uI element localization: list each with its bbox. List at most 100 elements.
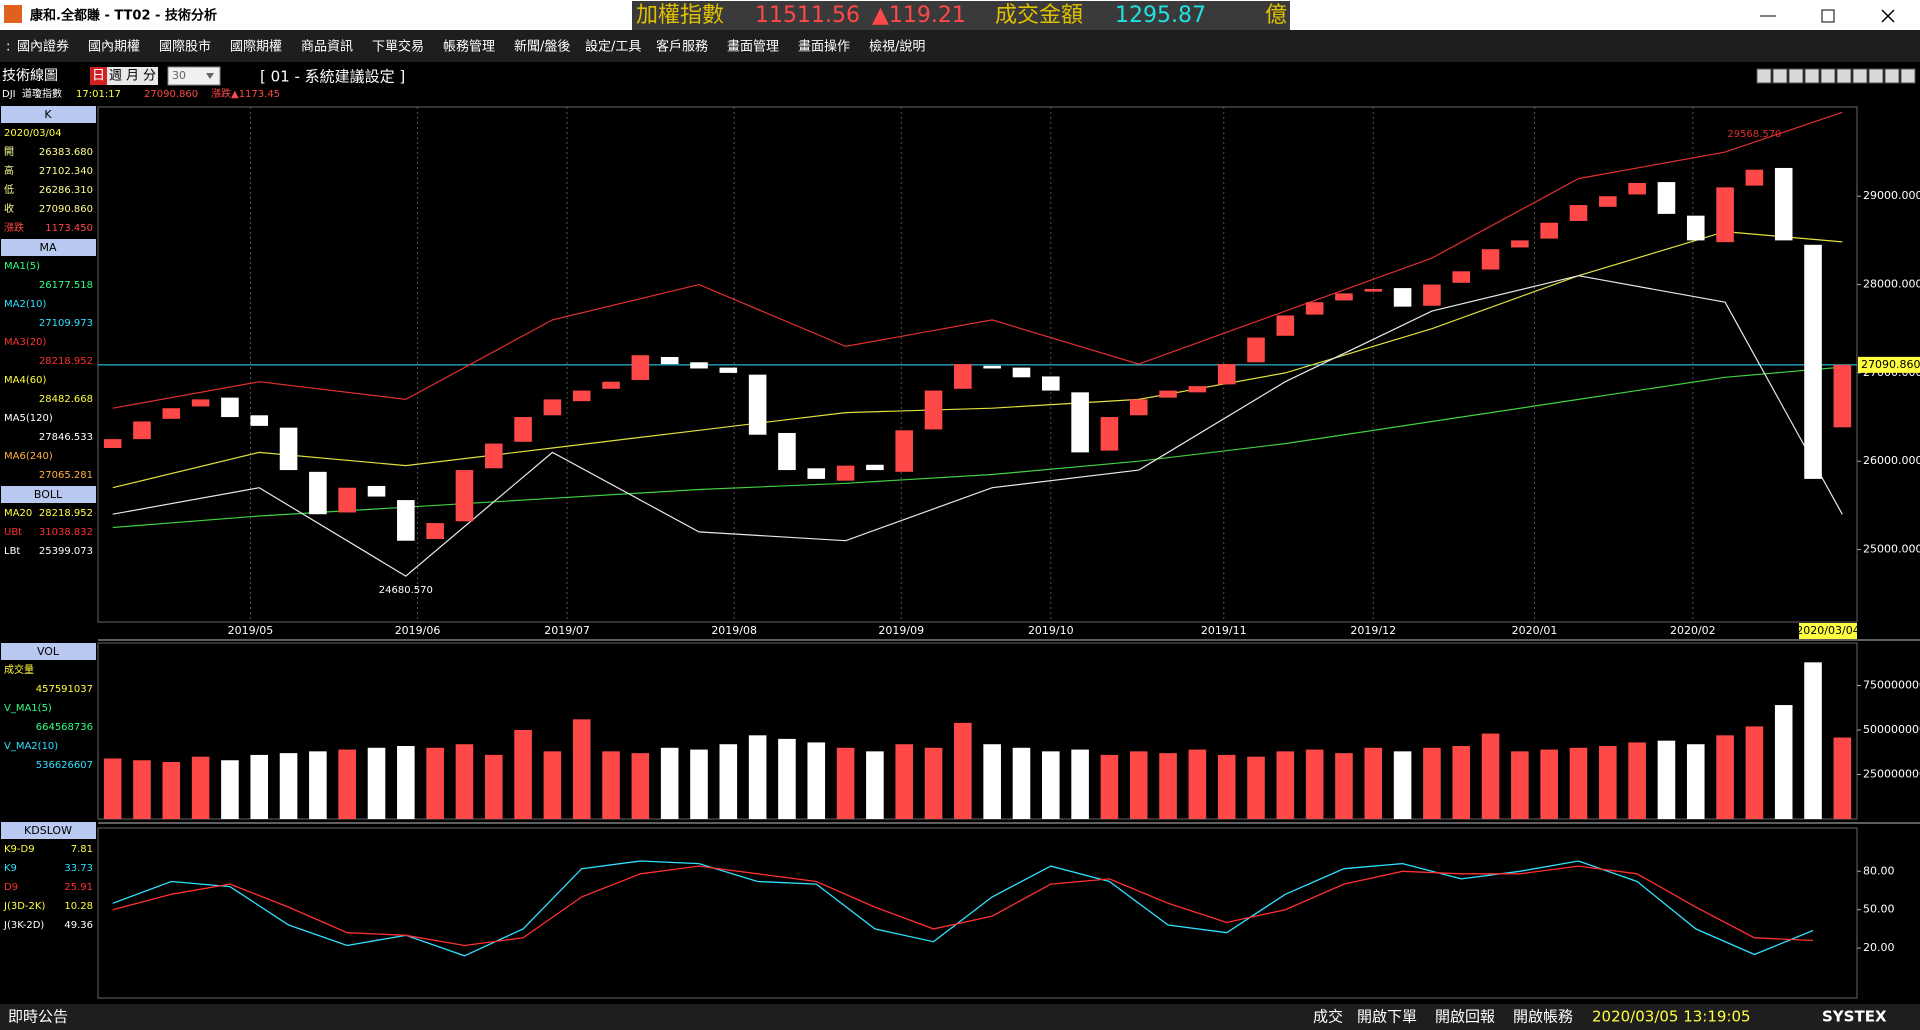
- menu-item[interactable]: 客戶服務: [656, 39, 708, 55]
- info-time: 17:01:17: [76, 89, 121, 100]
- status-item[interactable]: 開啟帳務: [1513, 1008, 1573, 1026]
- candle: [1335, 293, 1353, 301]
- candle: [572, 390, 591, 402]
- period-button: [124, 67, 141, 85]
- volume-bar: [1833, 737, 1852, 819]
- tool-icon[interactable]: [1852, 68, 1868, 84]
- volume-bar: [954, 722, 972, 819]
- info-price: 27090.860: [144, 89, 198, 100]
- panel-label: 2020/03/04: [4, 128, 62, 139]
- period[interactable]: 週: [109, 69, 122, 84]
- tool-icon[interactable]: [1756, 68, 1772, 84]
- volume-bar: [1100, 754, 1119, 819]
- panel-value: 28218.952: [39, 356, 93, 367]
- candle: [1804, 244, 1822, 479]
- ticker-text: ▲119.21: [872, 3, 966, 28]
- panel-value: 26286.310: [39, 185, 93, 196]
- candle: [1276, 315, 1295, 336]
- status-item[interactable]: 開啟下單: [1357, 1008, 1417, 1026]
- tool-icon[interactable]: [1820, 68, 1836, 84]
- y-tick-label: 25000.000: [1863, 543, 1920, 556]
- menu-item[interactable]: 商品資訊: [301, 40, 353, 55]
- y-tick-label: 20.00: [1863, 941, 1895, 954]
- menu-item[interactable]: 檢視/說明: [869, 39, 925, 55]
- last-price-box: [1858, 356, 1920, 373]
- menu-item[interactable]: 畫面操作: [798, 39, 850, 55]
- status-item[interactable]: 成交: [1313, 1008, 1343, 1026]
- menu-item[interactable]: 畫面管理: [727, 40, 779, 55]
- tool-icon[interactable]: [1804, 68, 1820, 84]
- tool-icon[interactable]: [1868, 68, 1884, 84]
- ticker-text: 億: [1265, 3, 1287, 28]
- tool-icon[interactable]: [1900, 68, 1916, 84]
- menu-item: :: [6, 40, 10, 55]
- menu-item[interactable]: 帳務管理: [443, 40, 495, 55]
- volume-bar: [602, 751, 620, 819]
- candle: [279, 427, 298, 471]
- candle: [1071, 392, 1089, 453]
- kd-frame: [97, 827, 1858, 999]
- candle: [455, 470, 474, 522]
- panel-header: [1, 822, 96, 839]
- volume-bar: [191, 756, 210, 819]
- candle: [1188, 386, 1207, 393]
- status-notice[interactable]: 即時公告: [8, 1008, 68, 1026]
- panel-label: MA20: [4, 508, 32, 519]
- menu-item[interactable]: 國際股市: [159, 39, 211, 55]
- period-button: [107, 67, 124, 85]
- x-tick-label: 2019/10: [1028, 624, 1074, 637]
- status-item[interactable]: 開啟回報: [1435, 1008, 1495, 1026]
- menu-item[interactable]: 設定/工具: [585, 39, 641, 55]
- candle: [719, 367, 738, 373]
- volume-bar: [1511, 751, 1529, 819]
- ticker-text: 成交金額: [995, 3, 1083, 28]
- menu-item[interactable]: 國際期權: [230, 40, 282, 55]
- setting[interactable]: [ 01 - 系統建議設定 ]: [260, 68, 405, 86]
- panel-value: 25399.073: [39, 546, 93, 557]
- panel-label: 收: [4, 202, 14, 215]
- candle: [514, 417, 532, 442]
- volume-bar: [719, 744, 738, 819]
- volume-bar: [279, 753, 298, 819]
- last-date-label: 2020/03/04: [1796, 624, 1859, 637]
- tool-icon[interactable]: [1884, 68, 1900, 84]
- panel-label: J(3D-2K): [3, 901, 45, 912]
- overlay-line: [112, 366, 1843, 529]
- tool-icon[interactable]: [1788, 68, 1804, 84]
- period[interactable]: 分: [143, 69, 156, 84]
- candle: [1305, 302, 1324, 315]
- menu-item[interactable]: 新聞/盤後: [514, 39, 570, 55]
- menu-item[interactable]: 國內期權: [88, 40, 140, 55]
- menu-item[interactable]: 國內證券: [17, 39, 69, 55]
- app-icon: [4, 5, 22, 23]
- volume-bar: [748, 735, 767, 819]
- panel-header-text: VOL: [37, 645, 60, 658]
- candle: [1217, 364, 1236, 385]
- panel-label: V_MA2(10): [4, 741, 58, 752]
- tool-icon[interactable]: [1836, 68, 1852, 84]
- tool-icon[interactable]: [1772, 68, 1788, 84]
- candle: [250, 415, 269, 426]
- candle: [660, 356, 679, 365]
- ticker-box: [632, 1, 1290, 30]
- dropdown[interactable]: [167, 66, 221, 86]
- info-symbol: DJI: [2, 89, 16, 100]
- window-controls[interactable]: [1760, 9, 1895, 23]
- x-tick-label: 2019/07: [544, 624, 590, 637]
- close[interactable]: [1881, 9, 1895, 23]
- volume-bar: [221, 760, 239, 819]
- period[interactable]: 日: [92, 69, 105, 84]
- volume-bar: [1217, 754, 1236, 819]
- candle: [1159, 390, 1177, 398]
- menu-item[interactable]: 下單交易: [372, 39, 424, 55]
- volume-bar: [1393, 751, 1412, 819]
- candle: [602, 381, 620, 389]
- candle: [221, 397, 239, 418]
- candle: [1599, 196, 1617, 207]
- y-tick-label: 29000.000: [1863, 189, 1920, 202]
- candle: [1393, 288, 1412, 307]
- volume-bar: [397, 746, 415, 819]
- restore[interactable]: [1821, 9, 1835, 23]
- period[interactable]: 月: [126, 69, 139, 84]
- tab[interactable]: 技術線圖: [2, 68, 58, 84]
